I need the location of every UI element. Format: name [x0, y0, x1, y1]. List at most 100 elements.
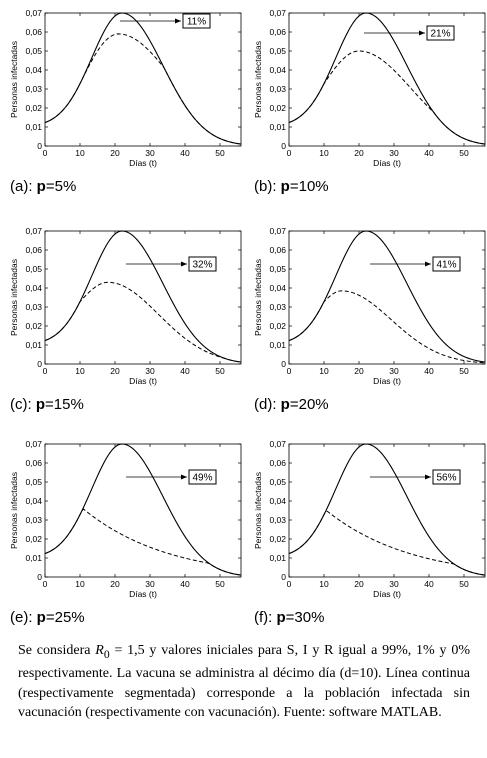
y-tick-label: 0,04 [25, 496, 42, 506]
y-tick-label: 0,06 [25, 458, 42, 468]
x-tick-label: 0 [287, 148, 292, 158]
y-tick-label: 0,01 [269, 340, 286, 350]
chart-panel-f: 0 0,01 0,02 0,03 0,04 0,05 0,06 0,07 0 10 20 30 40 50… [244, 431, 487, 634]
x-tick-label: 20 [110, 366, 120, 376]
annotation-arrowhead [181, 474, 187, 480]
y-axis-label: Personas infectadas [9, 41, 19, 118]
annotation-label: 56% [436, 473, 456, 484]
y-tick-label: 0,06 [25, 245, 42, 255]
chart-panel-c: 0 0,01 0,02 0,03 0,04 0,05 0,06 0,07 0 10 20 30 40 50… [0, 218, 243, 421]
x-tick-label: 40 [180, 579, 190, 589]
chart-panel-a: 0 0,01 0,02 0,03 0,04 0,05 0,06 0,07 0 10 20 30 40 50… [0, 0, 243, 203]
y-tick-label: 0,05 [269, 264, 286, 274]
x-tick-label: 50 [215, 148, 225, 158]
y-tick-label: 0,02 [269, 534, 286, 544]
plot-frame [288, 230, 486, 365]
y-tick-label: 0,05 [25, 477, 42, 487]
x-tick-label: 30 [389, 366, 399, 376]
y-tick-label: 0,03 [269, 84, 286, 94]
x-axis-label: Días (t) [373, 158, 401, 168]
x-tick-label: 0 [43, 366, 48, 376]
x-tick-label: 30 [145, 579, 155, 589]
annotation-label: 32% [192, 260, 212, 271]
y-tick-label: 0,01 [25, 122, 42, 132]
panel-caption-f: (f): p=30% [254, 609, 324, 626]
y-tick-label: 0,06 [269, 458, 286, 468]
chart-panel-e: 0 0,01 0,02 0,03 0,04 0,05 0,06 0,07 0 10 20 30 40 50… [0, 431, 243, 634]
y-tick-label: 0,05 [25, 264, 42, 274]
x-tick-label: 10 [75, 579, 85, 589]
y-tick-label: 0 [281, 141, 286, 151]
caption-p: p [280, 396, 290, 413]
chart-panel-b: 0 0,01 0,02 0,03 0,04 0,05 0,06 0,07 0 10 20 30 40 50… [244, 0, 487, 203]
panel-caption-b: (b): p=10% [254, 178, 329, 195]
annotation-label: 41% [436, 260, 456, 271]
annotation-box [426, 25, 455, 41]
annotation-arrowhead [425, 261, 431, 267]
y-tick-label: 0,05 [25, 46, 42, 56]
chart-svg-d: 0 0,01 0,02 0,03 0,04 0,05 0,06 0,07 0 10 20 30 40 50… [253, 226, 486, 386]
y-axis-label: Personas infectadas [9, 472, 19, 549]
x-tick-label: 40 [180, 148, 190, 158]
plot-frame [44, 443, 242, 578]
x-tick-label: 10 [319, 148, 329, 158]
y-tick-label: 0,05 [269, 477, 286, 487]
panel-caption-a: (a): p=5% [10, 178, 76, 195]
x-tick-label: 40 [180, 366, 190, 376]
annotation-label: 49% [192, 473, 212, 484]
y-tick-label: 0,01 [269, 553, 286, 563]
x-tick-label: 40 [424, 366, 434, 376]
y-tick-label: 0,07 [25, 439, 42, 449]
x-axis-label: Días (t) [373, 376, 401, 386]
chart-svg-b: 0 0,01 0,02 0,03 0,04 0,05 0,06 0,07 0 10 20 30 40 50… [253, 8, 486, 168]
plot-frame [44, 12, 242, 147]
panel-caption-d: (d): p=20% [254, 396, 329, 413]
x-tick-label: 10 [319, 366, 329, 376]
series-con-vacunacion [44, 508, 242, 576]
caption-p: p [280, 178, 290, 195]
x-tick-label: 0 [287, 579, 292, 589]
caption-p: p [36, 178, 46, 195]
y-tick-label: 0,03 [25, 302, 42, 312]
x-tick-label: 50 [459, 148, 469, 158]
x-tick-label: 20 [354, 148, 364, 158]
chart-svg-f: 0 0,01 0,02 0,03 0,04 0,05 0,06 0,07 0 10 20 30 40 50… [253, 439, 486, 599]
annotation-box [432, 469, 461, 485]
caption-value: =25% [45, 609, 85, 626]
series-con-vacunacion [288, 510, 486, 576]
y-tick-label: 0,04 [269, 496, 286, 506]
x-tick-label: 0 [43, 148, 48, 158]
x-tick-label: 40 [424, 579, 434, 589]
x-axis-label: Días (t) [129, 158, 157, 168]
x-tick-label: 50 [459, 579, 469, 589]
y-tick-label: 0,04 [269, 283, 286, 293]
x-tick-label: 50 [215, 579, 225, 589]
caption-prefix: (e): [10, 609, 37, 626]
x-axis-label: Días (t) [129, 589, 157, 599]
caption-prefix: (f): [254, 609, 277, 626]
caption-p: p [35, 396, 45, 413]
y-tick-label: 0,07 [269, 8, 286, 18]
x-tick-label: 10 [319, 579, 329, 589]
series-con-vacunacion [288, 50, 486, 145]
caption-p: p [36, 609, 46, 626]
y-axis-label: Personas infectadas [9, 259, 19, 336]
x-tick-label: 30 [389, 579, 399, 589]
y-tick-label: 0,01 [269, 122, 286, 132]
x-axis-label: Días (t) [129, 376, 157, 386]
y-tick-label: 0,03 [25, 84, 42, 94]
y-axis-label: Personas infectadas [253, 472, 263, 549]
x-axis-label: Días (t) [373, 589, 401, 599]
y-axis-label: Personas infectadas [253, 41, 263, 118]
y-tick-label: 0,07 [269, 226, 286, 236]
x-tick-label: 30 [145, 366, 155, 376]
annotation-arrowhead [419, 30, 425, 36]
x-tick-label: 50 [459, 366, 469, 376]
x-tick-label: 50 [215, 366, 225, 376]
series-con-vacunacion [288, 290, 486, 364]
y-tick-label: 0,05 [269, 46, 286, 56]
y-tick-label: 0,02 [25, 103, 42, 113]
x-tick-label: 20 [110, 148, 120, 158]
y-tick-label: 0,02 [269, 103, 286, 113]
chart-svg-c: 0 0,01 0,02 0,03 0,04 0,05 0,06 0,07 0 10 20 30 40 50… [9, 226, 242, 386]
